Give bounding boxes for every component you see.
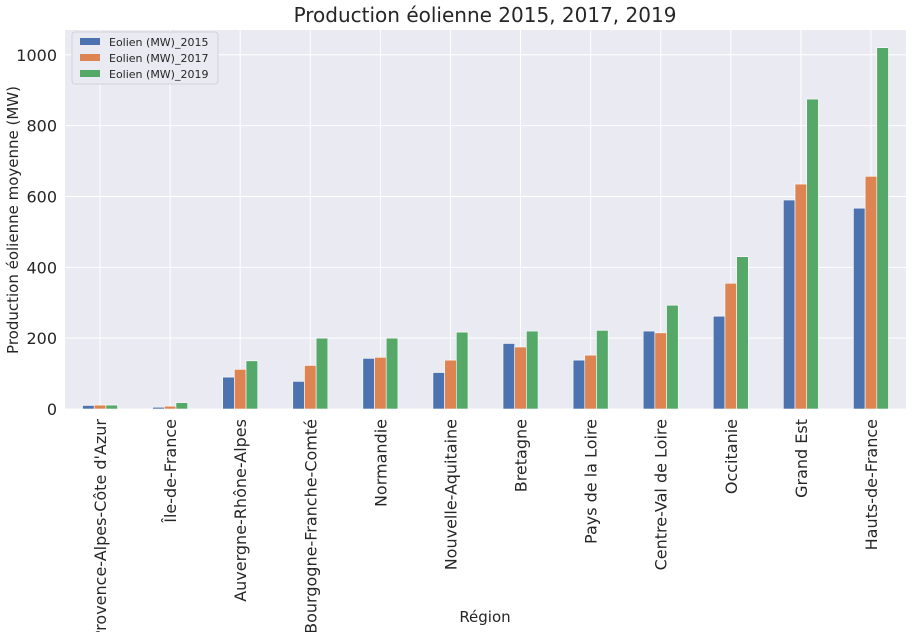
legend-label-2019: Eolien (MW)_2019 xyxy=(109,68,208,81)
bar xyxy=(82,405,95,410)
chart-title: Production éolienne 2015, 2017, 2019 xyxy=(294,3,677,27)
y-tick-label: 200 xyxy=(26,329,57,348)
x-tick-label: Provence-Alpes-Côte d'Azur xyxy=(91,419,110,632)
bar xyxy=(152,406,165,410)
x-tick-label: Centre-Val de Loire xyxy=(652,419,671,570)
bar xyxy=(642,330,656,410)
bar xyxy=(93,404,107,410)
bar xyxy=(362,358,375,410)
bar xyxy=(876,47,889,410)
legend-swatch-2017 xyxy=(80,54,100,61)
bar xyxy=(245,360,259,410)
bar xyxy=(455,331,469,410)
bar xyxy=(234,369,247,410)
y-axis-label: Production éolienne moyenne (MW) xyxy=(4,86,22,354)
bar xyxy=(736,256,749,410)
bar xyxy=(724,282,737,410)
x-tick-label: Occitanie xyxy=(722,419,741,494)
bar xyxy=(374,356,387,410)
y-tick-label: 1000 xyxy=(16,46,57,65)
bar xyxy=(444,359,457,410)
x-tick-label: Auvergne-Rhône-Alpes xyxy=(231,419,250,602)
bar xyxy=(385,337,399,410)
plot-background xyxy=(65,30,906,409)
bar xyxy=(666,304,679,410)
bar xyxy=(315,337,329,410)
y-tick-label: 800 xyxy=(26,117,57,136)
bar xyxy=(304,365,317,410)
x-tick-label: Nouvelle-Aquitaine xyxy=(441,419,460,570)
bar xyxy=(712,315,726,410)
x-tick-label: Bourgogne-Franche-Comté xyxy=(301,419,320,632)
bar xyxy=(596,330,609,410)
bars xyxy=(82,47,889,410)
x-tick-label: Bretagne xyxy=(512,419,531,492)
y-tick-label: 400 xyxy=(26,258,57,277)
x-tick-label: Normandie xyxy=(371,419,390,507)
y-tick-label: 0 xyxy=(47,400,57,419)
bar xyxy=(654,332,667,410)
legend-swatch-2015 xyxy=(80,38,100,45)
bar xyxy=(222,376,235,410)
legend: Eolien (MW)_2015 Eolien (MW)_2017 Eolien… xyxy=(71,31,219,85)
legend-label-2017: Eolien (MW)_2017 xyxy=(109,52,208,65)
legend-label-2015: Eolien (MW)_2015 xyxy=(109,36,208,49)
bar xyxy=(502,343,516,410)
bar xyxy=(175,402,188,410)
bar xyxy=(526,330,539,410)
bar xyxy=(163,405,177,410)
bar xyxy=(806,98,819,410)
bar xyxy=(864,175,878,410)
bar xyxy=(292,381,305,410)
bar xyxy=(853,207,866,410)
bar xyxy=(572,359,586,410)
y-axis-ticks: 0 200 400 600 800 1000 xyxy=(16,46,57,419)
bar xyxy=(783,199,796,410)
bar xyxy=(584,354,597,410)
legend-swatch-2019 xyxy=(80,70,100,77)
x-axis-label: Région xyxy=(459,608,510,626)
bar xyxy=(432,372,445,410)
x-tick-label: Hauts-de-France xyxy=(862,419,881,550)
y-tick-label: 600 xyxy=(26,187,57,206)
bar xyxy=(794,183,808,410)
x-axis-ticks: Provence-Alpes-Côte d'Azur Île-de-France A… xyxy=(91,419,881,632)
legend-box xyxy=(71,31,219,85)
bar xyxy=(105,404,118,410)
x-tick-label: Pays de la Loire xyxy=(582,419,601,544)
bar xyxy=(514,346,527,410)
x-tick-label: Grand Est xyxy=(792,419,811,498)
x-tick-label: Île-de-France xyxy=(161,419,180,524)
